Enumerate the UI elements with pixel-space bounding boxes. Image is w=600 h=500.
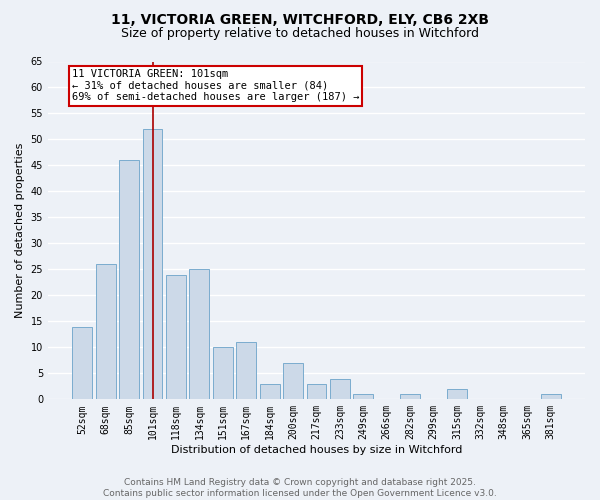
- Text: Contains HM Land Registry data © Crown copyright and database right 2025.
Contai: Contains HM Land Registry data © Crown c…: [103, 478, 497, 498]
- Text: 11, VICTORIA GREEN, WITCHFORD, ELY, CB6 2XB: 11, VICTORIA GREEN, WITCHFORD, ELY, CB6 …: [111, 12, 489, 26]
- Y-axis label: Number of detached properties: Number of detached properties: [15, 142, 25, 318]
- Bar: [73, 326, 92, 400]
- Bar: [190, 270, 209, 400]
- Bar: [541, 394, 560, 400]
- Bar: [236, 342, 256, 400]
- Bar: [119, 160, 139, 400]
- Bar: [330, 378, 350, 400]
- Text: Size of property relative to detached houses in Witchford: Size of property relative to detached ho…: [121, 28, 479, 40]
- Bar: [400, 394, 420, 400]
- Bar: [283, 363, 303, 400]
- Bar: [260, 384, 280, 400]
- Bar: [96, 264, 116, 400]
- Bar: [143, 129, 163, 400]
- X-axis label: Distribution of detached houses by size in Witchford: Distribution of detached houses by size …: [171, 445, 462, 455]
- Bar: [353, 394, 373, 400]
- Bar: [447, 389, 467, 400]
- Bar: [213, 348, 233, 400]
- Bar: [307, 384, 326, 400]
- Bar: [166, 274, 186, 400]
- Text: 11 VICTORIA GREEN: 101sqm
← 31% of detached houses are smaller (84)
69% of semi-: 11 VICTORIA GREEN: 101sqm ← 31% of detac…: [72, 70, 359, 102]
